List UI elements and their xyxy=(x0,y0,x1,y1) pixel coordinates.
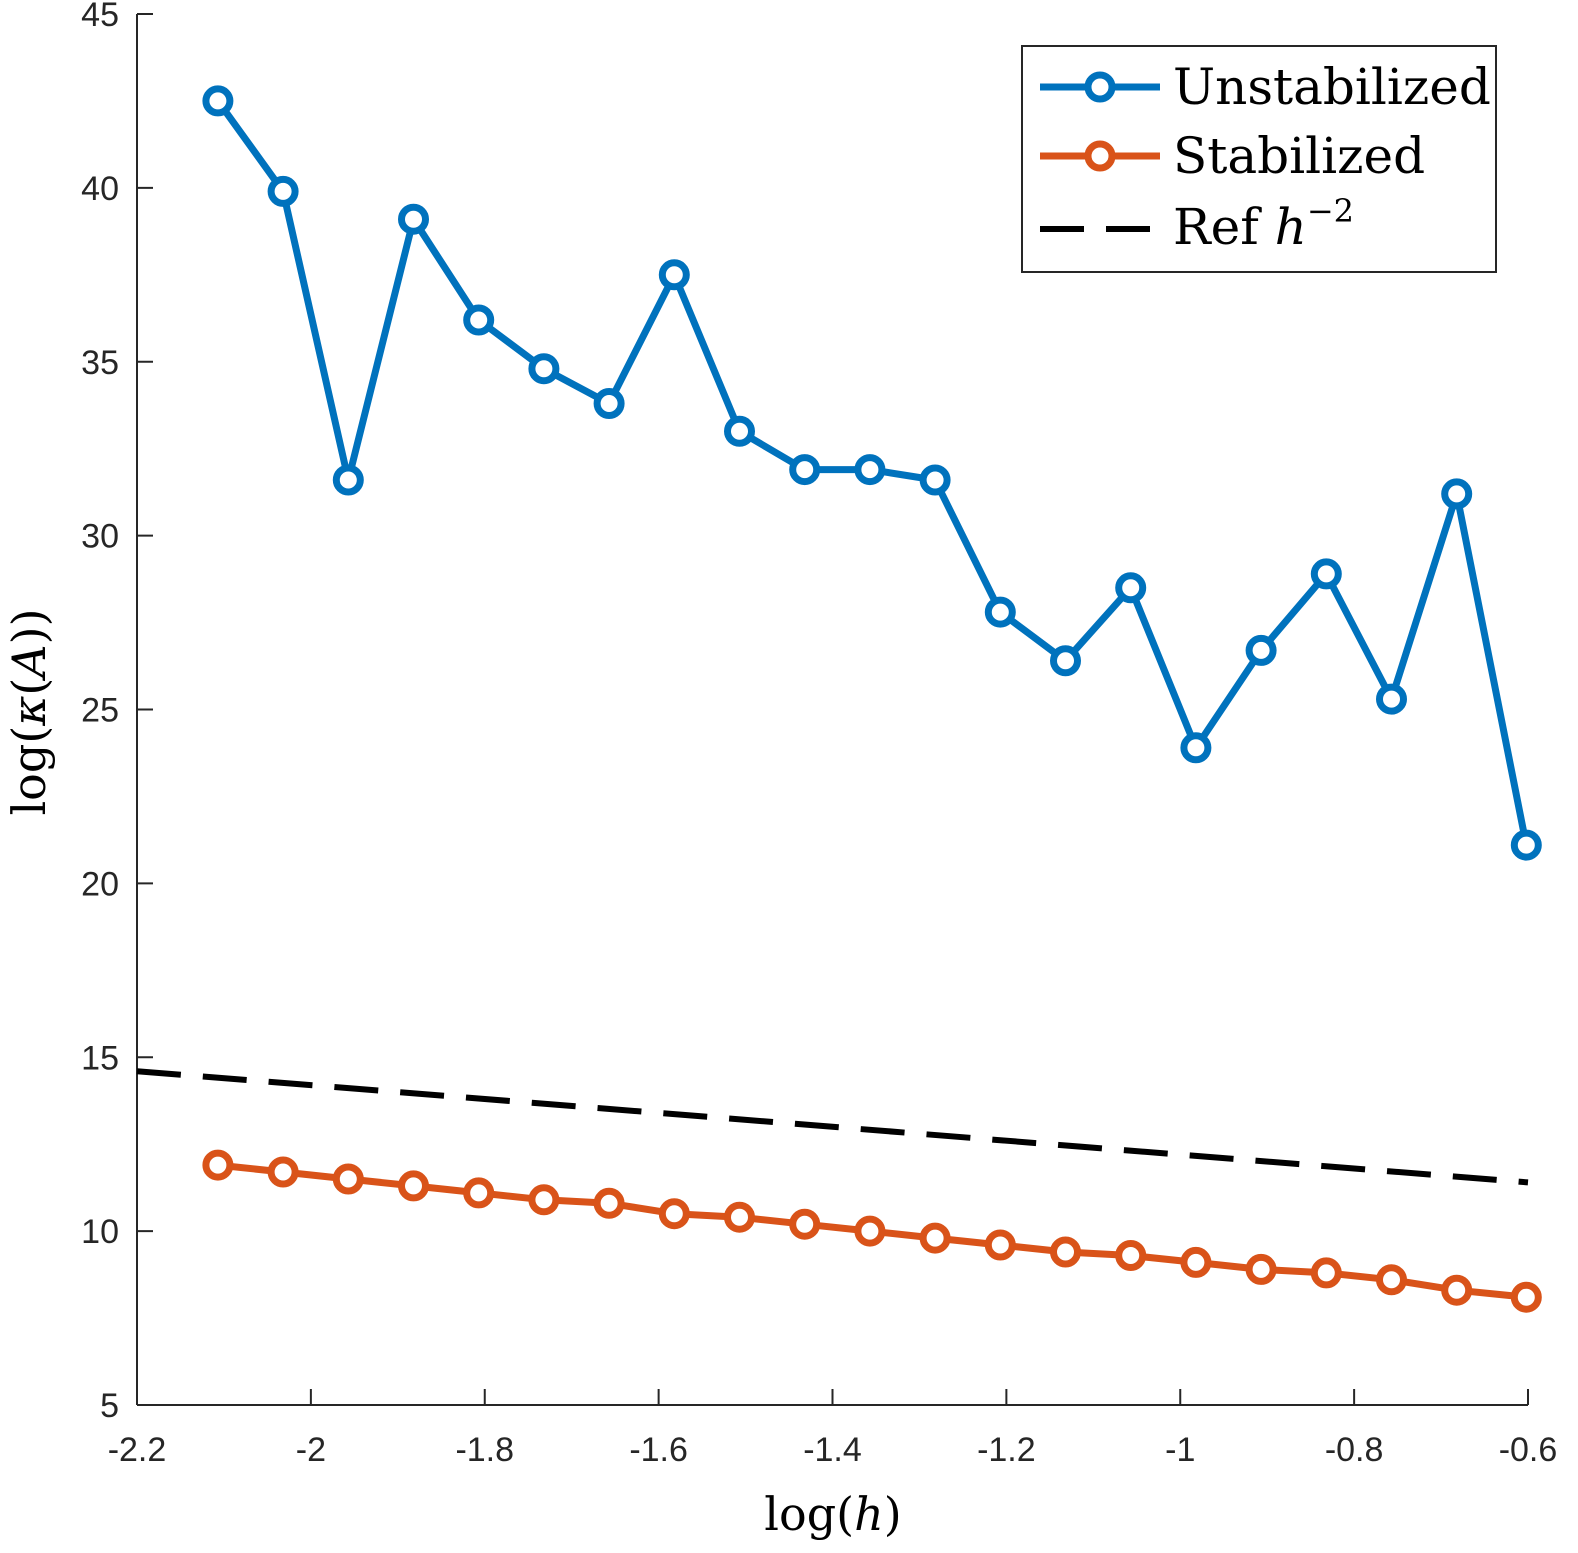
data-point-stabilized xyxy=(463,1177,495,1209)
x-tick-label: -2.2 xyxy=(108,1431,167,1469)
y-axis-title-open: ( xyxy=(2,678,56,696)
series-line-ref-h-2 xyxy=(136,1068,1529,1186)
data-point-stabilized xyxy=(658,1198,690,1230)
series-stabilized xyxy=(202,1149,1542,1313)
data-point-stabilized xyxy=(398,1170,429,1202)
data-point-unstabilized xyxy=(202,85,234,117)
x-axis-title-suffix: ) xyxy=(884,1487,902,1541)
y-axis-title-suffix: )) xyxy=(2,608,56,644)
legend-entry-reference: Ref h−2 xyxy=(1040,192,1354,256)
data-point-stabilized xyxy=(332,1163,364,1195)
y-tick-label: 30 xyxy=(81,518,119,556)
data-point-unstabilized xyxy=(1245,634,1277,666)
data-point-unstabilized xyxy=(1510,829,1542,861)
legend-marker-stabilized xyxy=(1084,140,1116,172)
y-axis-title-var: A xyxy=(2,644,56,681)
x-tick-label: -1.4 xyxy=(803,1431,862,1469)
data-point-stabilized xyxy=(1180,1246,1212,1278)
y-axis-title-kappa: κ xyxy=(2,696,56,727)
data-point-unstabilized xyxy=(1180,732,1212,764)
x-tick-label: -0.6 xyxy=(1499,1431,1558,1469)
x-tick-label: -1 xyxy=(1165,1431,1195,1469)
x-tick-label: -0.8 xyxy=(1325,1431,1384,1469)
y-tick-label: 25 xyxy=(81,692,119,730)
data-point-stabilized xyxy=(724,1201,755,1233)
legend-entry-stabilized: Stabilized xyxy=(1040,127,1425,185)
data-point-stabilized xyxy=(984,1229,1016,1261)
data-point-unstabilized xyxy=(267,175,299,207)
legend-label-reference-prefix: Ref xyxy=(1173,198,1275,256)
x-axis-title-prefix: log( xyxy=(764,1487,854,1541)
data-point-stabilized xyxy=(1376,1264,1407,1296)
x-tick-label: -2 xyxy=(296,1431,326,1469)
y-axis-title-prefix: log( xyxy=(2,726,56,816)
x-tick-label: -1.8 xyxy=(455,1431,514,1469)
x-tick-label: -1.2 xyxy=(977,1431,1036,1469)
data-point-unstabilized xyxy=(658,259,690,291)
data-point-unstabilized xyxy=(1115,572,1147,604)
data-point-stabilized xyxy=(593,1187,625,1219)
y-tick-label: 15 xyxy=(81,1039,119,1077)
legend-label-reference-exp: −2 xyxy=(1307,192,1354,230)
data-point-unstabilized xyxy=(919,464,951,496)
legend-entry-unstabilized: Unstabilized xyxy=(1040,58,1491,116)
data-point-stabilized xyxy=(1510,1281,1542,1313)
data-point-stabilized xyxy=(789,1208,821,1240)
x-tick-label: -1.6 xyxy=(629,1431,688,1469)
legend-label-reference-var: h xyxy=(1275,198,1307,256)
legend-marker-unstabilized xyxy=(1084,71,1116,103)
data-point-unstabilized xyxy=(1050,645,1081,677)
data-point-stabilized xyxy=(1441,1274,1473,1306)
series-unstabilized xyxy=(202,85,1542,861)
legend-label-stabilized: Stabilized xyxy=(1173,127,1425,185)
data-point-unstabilized xyxy=(724,415,755,447)
data-point-stabilized xyxy=(1115,1240,1147,1271)
x-axis-title: log(h) xyxy=(764,1487,901,1541)
data-point-unstabilized xyxy=(463,304,495,336)
data-point-unstabilized xyxy=(398,203,429,235)
data-point-stabilized xyxy=(1310,1257,1342,1289)
data-point-stabilized xyxy=(919,1222,951,1254)
data-point-stabilized xyxy=(854,1215,886,1247)
series-layer xyxy=(136,85,1542,1313)
y-tick-label: 40 xyxy=(81,170,119,208)
data-point-unstabilized xyxy=(1441,478,1473,510)
legend-label-unstabilized: Unstabilized xyxy=(1173,58,1491,116)
y-tick-label: 10 xyxy=(81,1213,119,1251)
data-point-unstabilized xyxy=(854,454,886,486)
data-point-stabilized xyxy=(528,1184,560,1216)
data-point-unstabilized xyxy=(984,596,1016,628)
series-ref-h-2 xyxy=(136,1068,1529,1186)
y-tick-label: 45 xyxy=(81,0,119,34)
data-point-stabilized xyxy=(202,1149,234,1181)
legend-label-reference: Ref h−2 xyxy=(1173,192,1354,256)
data-point-unstabilized xyxy=(332,464,364,496)
y-tick-label: 20 xyxy=(81,865,119,903)
data-point-unstabilized xyxy=(1376,683,1407,715)
data-point-stabilized xyxy=(1245,1253,1277,1285)
data-point-unstabilized xyxy=(593,388,625,419)
data-point-unstabilized xyxy=(1310,558,1342,590)
y-tick-label: 5 xyxy=(100,1387,119,1425)
y-axis-title: log(κ(A)) xyxy=(2,608,56,815)
data-point-stabilized xyxy=(1050,1236,1081,1268)
data-point-unstabilized xyxy=(528,353,560,385)
y-tick-label: 35 xyxy=(81,344,119,382)
ticks: -2.2 -2 -1.8 -1.6 -1.4 -1.2 -1 -0.8 -0.6 5 10 15 20 2… xyxy=(81,0,1557,1469)
data-point-unstabilized xyxy=(789,454,821,486)
data-point-stabilized xyxy=(267,1156,299,1188)
legend: Unstabilized Stabilized Ref h−2 xyxy=(1021,45,1497,273)
x-axis-title-var: h xyxy=(854,1487,884,1541)
